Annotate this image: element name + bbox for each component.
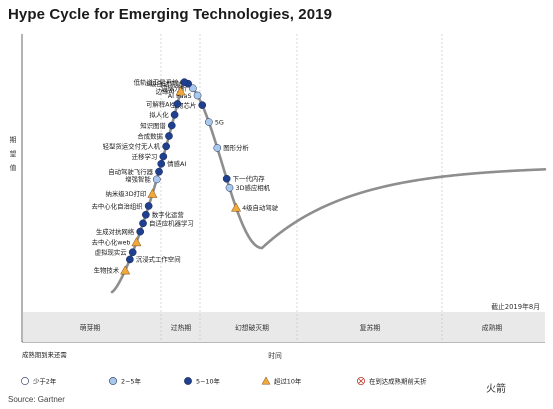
point-label: 下一代内存 — [233, 174, 266, 183]
point-marker — [126, 255, 134, 264]
point-marker — [170, 110, 179, 119]
point-label: 3D感应相机 — [236, 183, 271, 192]
phase-label-3: 复苏期 — [360, 323, 381, 332]
point-marker — [167, 121, 176, 130]
point-label: 边缘分析 — [161, 84, 187, 93]
point-label: 沉浸式工作空间 — [136, 255, 181, 264]
point-label: 迁移学习 — [132, 152, 158, 161]
point-marker — [173, 100, 182, 108]
point-label: 4级自动驾驶 — [242, 203, 279, 212]
point-marker — [120, 265, 131, 275]
chart-title: Hype Cycle for Emerging Technologies, 20… — [8, 6, 333, 23]
point-label: 纳米级3D打印 — [105, 189, 146, 198]
point-marker — [198, 101, 207, 109]
legend-swatch — [184, 377, 192, 385]
point-marker — [222, 174, 231, 183]
point-label: 去中心化自治组织 — [92, 201, 144, 210]
point-marker — [180, 78, 189, 86]
legend-label: 2~5年 — [121, 376, 141, 385]
point-label: 拟人化 — [149, 110, 169, 119]
point-label: 知识图谱 — [140, 121, 166, 130]
legend-label: 在到达成熟期前夭折 — [369, 376, 427, 385]
y-axis-label-char: 望 — [10, 149, 17, 158]
point-label: 虚拟现实云 — [95, 248, 128, 257]
point-marker — [128, 248, 137, 257]
legend-title: 成熟期到来还需 — [22, 350, 67, 359]
phase-band — [23, 312, 545, 342]
point-marker — [175, 86, 186, 96]
point-label: 数字化运营 — [152, 210, 185, 219]
point-marker — [136, 227, 145, 236]
point-label: 生成对抗网络 — [96, 227, 135, 236]
point-label: 5G — [215, 118, 224, 126]
point-marker — [131, 237, 142, 247]
point-label: 低轨道卫星系统 — [134, 77, 179, 86]
legend-label: 超过10年 — [274, 376, 302, 385]
point-label: 增强智能 — [125, 175, 151, 184]
phase-label-0: 萌芽期 — [80, 323, 101, 332]
source-note: Source: Gartner — [8, 395, 65, 404]
legend-swatch — [261, 376, 271, 385]
point-marker — [159, 152, 168, 161]
point-label: 可解释AI — [146, 99, 172, 108]
point-marker — [213, 144, 222, 152]
point-label: 图形分析 — [223, 143, 249, 152]
phase-label-4: 成熟期 — [482, 323, 503, 332]
point-label: 边缘AI — [156, 87, 175, 96]
point-marker — [162, 142, 170, 151]
phase-label-2: 幻想破灭期 — [235, 323, 269, 332]
watermark-text: 火箭 — [486, 384, 506, 395]
point-marker — [144, 202, 153, 210]
legend-swatch-cross — [358, 378, 364, 384]
point-label: 自适应机器学习 — [149, 219, 194, 228]
point-marker — [193, 91, 202, 100]
as-of-note: 截止2019年8月 — [491, 302, 540, 311]
legend-swatch — [109, 377, 117, 385]
point-marker — [147, 188, 158, 198]
point-marker — [141, 210, 150, 219]
point-marker — [165, 132, 173, 140]
point-marker — [139, 219, 147, 228]
legend-label: 少于2年 — [33, 376, 57, 385]
point-marker — [155, 167, 163, 176]
point-label: S级自动驾驶 — [146, 79, 183, 88]
point-marker — [152, 175, 161, 184]
point-label: 情感AI — [167, 159, 186, 168]
point-label: 去中心化web — [92, 238, 131, 247]
point-label: 合成数据 — [137, 131, 163, 140]
x-axis-label: 时间 — [268, 351, 282, 360]
point-marker — [157, 159, 166, 168]
point-label: 自动驾驶飞行器 — [108, 167, 153, 176]
legend-swatch — [21, 377, 29, 385]
point-marker — [225, 183, 234, 192]
point-marker — [204, 118, 213, 126]
point-label: 轻型货运交付无人机 — [103, 142, 161, 151]
point-marker — [188, 84, 197, 93]
legend-label: 5~10年 — [196, 376, 221, 385]
y-axis-label-char: 期 — [10, 136, 17, 144]
y-axis-label-char: 值 — [10, 163, 17, 172]
point-marker — [231, 202, 242, 212]
point-label: 生物技术 — [94, 266, 120, 275]
point-label: 生物芯片 — [171, 100, 197, 109]
phase-label-1: 过热期 — [171, 323, 192, 332]
point-label: AI PaaS — [168, 92, 192, 100]
